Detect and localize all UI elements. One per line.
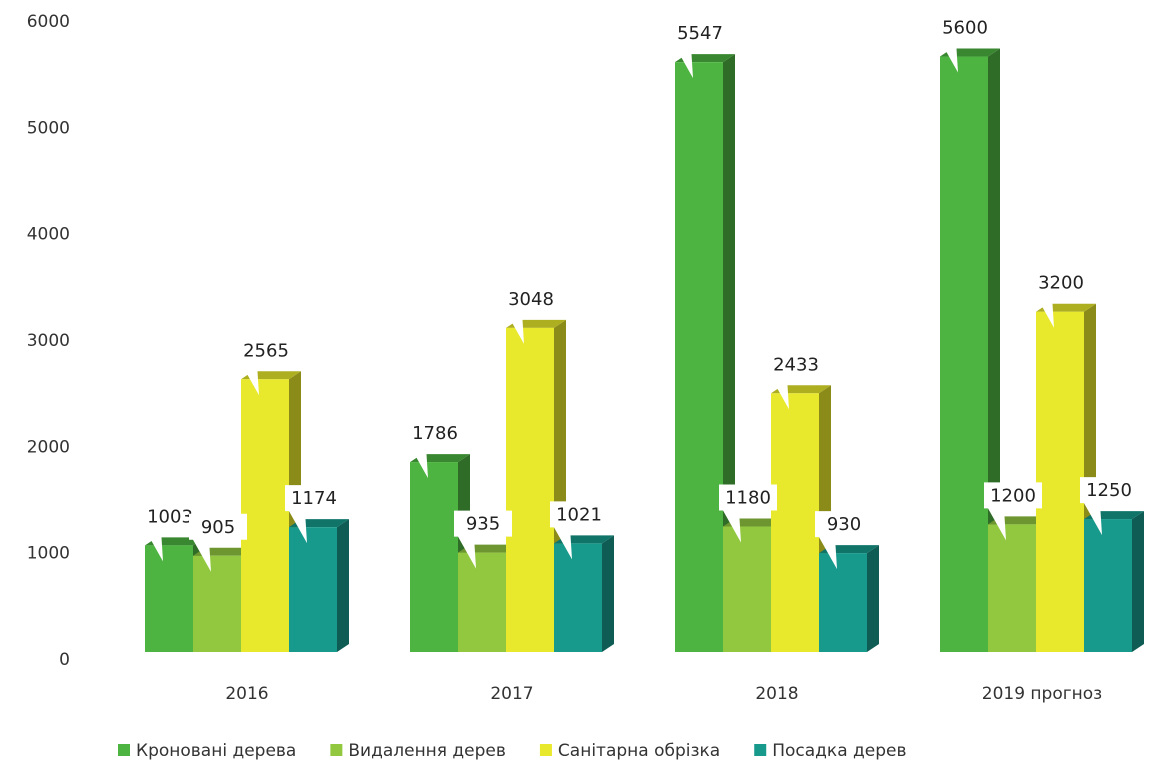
y-tick-label: 2000 bbox=[27, 437, 70, 457]
value-label: 3200 bbox=[1038, 273, 1084, 294]
callout bbox=[671, 20, 729, 79]
bar bbox=[289, 527, 337, 652]
legend-label: Кроновані дерева bbox=[136, 741, 296, 761]
legend-swatch bbox=[118, 744, 130, 756]
value-label: 5547 bbox=[677, 23, 723, 44]
value-label: 1174 bbox=[291, 488, 337, 509]
callout bbox=[815, 511, 873, 570]
callout bbox=[285, 485, 343, 544]
legend-label: Посадка дерев bbox=[772, 741, 906, 761]
legend-swatch bbox=[754, 744, 767, 756]
callout bbox=[719, 484, 777, 543]
callout bbox=[141, 503, 199, 562]
bar bbox=[723, 526, 771, 652]
bar-side bbox=[1132, 511, 1144, 652]
x-tick-label: 2018 bbox=[755, 684, 798, 704]
bar bbox=[193, 555, 241, 652]
value-label: 1180 bbox=[725, 488, 771, 509]
bar bbox=[988, 524, 1036, 652]
value-label: 930 bbox=[827, 514, 861, 535]
callout bbox=[1032, 269, 1090, 328]
bar bbox=[771, 393, 819, 652]
y-tick-label: 3000 bbox=[27, 331, 70, 351]
y-tick-label: 5000 bbox=[27, 118, 70, 138]
legend-swatch bbox=[539, 744, 552, 756]
bar bbox=[458, 552, 506, 652]
bar bbox=[554, 543, 602, 652]
y-tick-label: 0 bbox=[59, 650, 70, 670]
bar bbox=[1084, 519, 1132, 652]
bar bbox=[1036, 311, 1084, 652]
value-label: 905 bbox=[201, 517, 235, 538]
callout bbox=[936, 14, 994, 73]
callout bbox=[1080, 477, 1138, 536]
value-label: 1021 bbox=[556, 504, 602, 525]
bar-side bbox=[602, 535, 614, 652]
bar bbox=[819, 553, 867, 652]
callout bbox=[984, 482, 1042, 541]
bar-side bbox=[867, 545, 879, 652]
x-tick-label: 2017 bbox=[490, 684, 533, 704]
bar bbox=[675, 62, 723, 652]
bar-side bbox=[337, 519, 349, 652]
bar bbox=[506, 327, 554, 652]
callout bbox=[237, 337, 295, 396]
callout bbox=[767, 351, 825, 410]
value-label: 1200 bbox=[990, 485, 1036, 506]
y-tick-label: 6000 bbox=[27, 12, 70, 32]
value-label: 1786 bbox=[412, 423, 458, 444]
value-label: 3048 bbox=[508, 289, 554, 310]
value-label: 2565 bbox=[243, 340, 289, 361]
x-tick-label: 2019 прогноз bbox=[982, 684, 1102, 704]
callout bbox=[502, 285, 560, 344]
y-tick-label: 1000 bbox=[27, 544, 70, 564]
value-label: 5600 bbox=[942, 18, 988, 39]
bar bbox=[145, 545, 193, 652]
value-label: 2433 bbox=[773, 354, 819, 375]
callout bbox=[406, 420, 464, 479]
y-tick-label: 4000 bbox=[27, 225, 70, 245]
legend-label: Видалення дерев bbox=[348, 741, 506, 761]
callout bbox=[454, 510, 512, 569]
value-label: 1003 bbox=[147, 506, 193, 527]
bar bbox=[241, 379, 289, 652]
value-label: 1250 bbox=[1086, 480, 1132, 501]
value-label: 935 bbox=[466, 514, 500, 535]
bar bbox=[410, 462, 458, 652]
x-tick-label: 2016 bbox=[225, 684, 268, 704]
bar bbox=[940, 56, 988, 653]
legend-swatch bbox=[330, 744, 343, 756]
callout bbox=[189, 513, 247, 572]
callout bbox=[550, 501, 608, 560]
legend-label: Санітарна обрізка bbox=[558, 741, 720, 761]
